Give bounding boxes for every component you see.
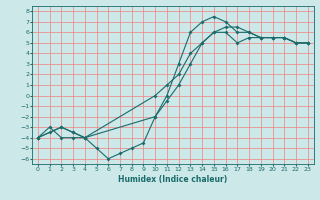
X-axis label: Humidex (Indice chaleur): Humidex (Indice chaleur) bbox=[118, 175, 228, 184]
